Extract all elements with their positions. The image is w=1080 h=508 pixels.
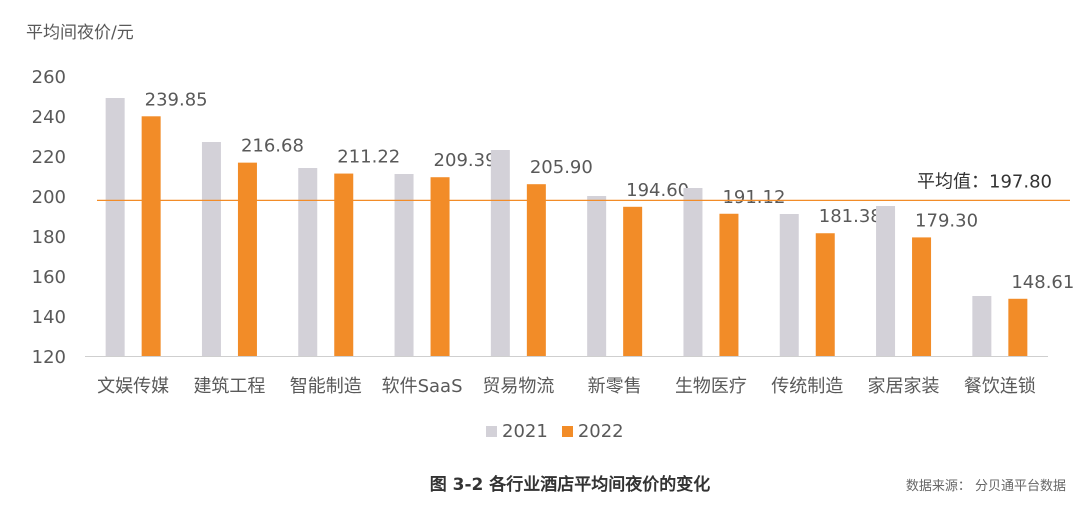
chart-legend: 2021 2022	[486, 421, 638, 442]
bar-2021-3	[394, 174, 414, 356]
bar-2021-1	[201, 142, 221, 356]
data-label-1: 216.68	[241, 136, 304, 157]
y-tick-label-120: 120	[32, 347, 66, 368]
bar-2021-5	[587, 196, 607, 356]
bar-2022-5	[623, 206, 643, 356]
bar-2022-0	[141, 116, 161, 356]
figure-caption: 图 3-2 各行业酒店平均间夜价的变化	[429, 475, 711, 495]
bar-2022-2	[334, 173, 354, 356]
y-tick-label-180: 180	[32, 227, 66, 248]
bar-2022-4	[526, 184, 546, 356]
bar-2022-9	[1008, 298, 1028, 356]
data-label-4: 205.90	[530, 157, 593, 178]
data-label-2: 211.22	[337, 147, 400, 168]
bar-2022-3	[430, 177, 450, 356]
legend-label-2022: 2022	[577, 421, 624, 442]
data-label-8: 179.30	[915, 210, 978, 231]
legend-label-2021: 2021	[502, 421, 548, 442]
bar-2022-7	[815, 233, 835, 356]
data-label-6: 191.12	[722, 187, 785, 208]
x-tick-label-3: 软件SaaS	[382, 376, 463, 397]
bar-2022-6	[719, 213, 739, 356]
bar-2021-9	[972, 296, 992, 356]
average-line-label: 平均值：197.80	[917, 171, 1052, 192]
bar-2021-4	[490, 150, 510, 356]
x-tick-label-9: 餐饮连锁	[964, 376, 1036, 397]
bar-2021-7	[779, 214, 799, 356]
x-tick-label-0: 文娱传媒	[97, 376, 169, 397]
y-axis-unit-label: 平均间夜价/元	[26, 23, 134, 43]
y-tick-label-240: 240	[32, 107, 66, 128]
bar-2021-8	[876, 206, 896, 356]
x-tick-label-7: 传统制造	[771, 376, 843, 397]
legend-swatch-2021	[486, 426, 497, 437]
data-label-0: 239.85	[145, 89, 208, 110]
bar-2022-1	[237, 162, 257, 356]
legend-swatch-2022	[561, 426, 573, 437]
data-label-5: 194.60	[626, 180, 689, 201]
legend-item-2022: 2022	[561, 421, 624, 442]
y-tick-label-220: 220	[32, 147, 66, 168]
bar-2021-0	[105, 98, 125, 356]
x-tick-label-1: 建筑工程	[193, 376, 265, 397]
data-source-note: 数据来源： 分贝通平台数据	[905, 479, 1066, 494]
x-tick-label-2: 智能制造	[290, 376, 362, 397]
data-label-3: 209.39	[434, 150, 497, 171]
bar-2022-8	[912, 237, 932, 356]
y-tick-label-140: 140	[32, 307, 66, 328]
bar-2021-2	[298, 168, 318, 356]
data-label-7: 181.38	[819, 206, 882, 227]
legend-item-2021: 2021	[486, 421, 548, 442]
y-tick-label-160: 160	[32, 267, 66, 288]
bar-2021-6	[683, 188, 703, 356]
data-label-9: 148.61	[1011, 272, 1074, 293]
x-tick-label-4: 贸易物流	[482, 376, 554, 397]
y-tick-label-260: 260	[32, 67, 66, 88]
y-tick-label-200: 200	[32, 187, 66, 208]
x-tick-label-8: 家居家装	[868, 376, 940, 397]
x-tick-label-5: 新零售	[588, 376, 642, 397]
x-tick-label-6: 生物医疗	[675, 376, 747, 397]
